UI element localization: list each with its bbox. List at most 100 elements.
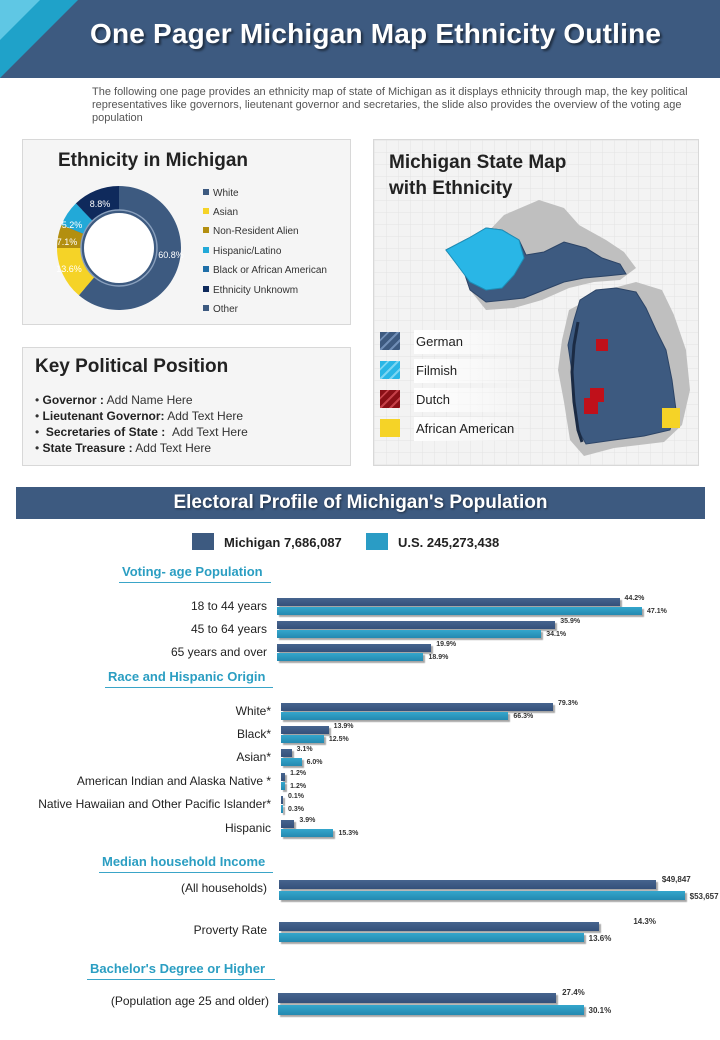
legend-swatch [203,305,209,311]
bar-michigan [281,726,329,734]
swatch-dutch [380,390,400,408]
donut-inner-ring [80,209,158,287]
legend-item-hispanic: Hispanic/Latino [203,246,281,257]
section-bachelor: Bachelor's Degree or Higher [90,961,266,976]
map-card: Michigan State Map with Ethnicity German… [373,139,699,466]
page-title: One Pager Michigan Map Ethnicity Outline [90,18,662,49]
bar-us [281,735,324,743]
bar-value-us: 12.5% [328,736,349,743]
map-marker-african-american [662,408,680,428]
donut-label-white: 60.8% [158,250,184,260]
bar-row-label: Native Hawaiian and Other Pacific Island… [38,797,271,811]
political-title: Key Political Position [35,356,229,377]
legend-swatch-us [366,533,388,550]
section-underline [99,872,273,873]
bar-value-michigan: 13.9% [333,723,354,730]
bar-us [277,607,643,615]
bar-value-us: 15.3% [338,830,359,837]
legend-item-white: White [203,188,239,199]
bar-us [281,805,283,813]
political-item: • Lieutenant Governor: Add Text Here [35,409,244,423]
political-list: • Governor : Add Name Here • Lieutenant … [35,392,248,456]
bar-row-label: American Indian and Alaska Native * [76,774,271,788]
header-accent-triangle-light [0,0,40,40]
section-underline [105,687,273,688]
bar-value-michigan: 35.9% [560,618,581,625]
bar-michigan [277,621,556,629]
bar-value-michigan: 1.2% [290,770,307,777]
bar-row-label: White* [235,704,271,718]
section-underline [87,979,275,980]
legend-swatch [203,247,209,253]
bar-michigan [278,993,557,1003]
bar-value-us: 66.3% [513,713,534,720]
legend-item-unknown: Ethnicity Unknowm [203,285,298,296]
map-marker-dutch [596,339,608,351]
legend-swatch-michigan [192,533,214,550]
ethnicity-legend: White Asian Non-Resident Alien Hispanic/… [203,188,349,318]
donut-slice-nra [57,225,84,248]
donut-label-nra: 7.1% [57,237,78,247]
bar-michigan [279,880,656,889]
bar-row-label: 18 to 44 years [190,599,267,613]
map-title: Michigan State Map with Ethnicity [389,152,567,199]
political-item: • Secretaries of State : Add Text Here [35,425,248,439]
legend-item-nra: Non-Resident Alien [203,226,299,237]
ethnicity-card: Ethnicity in Michigan 60.8% 13.6% 7.1% 5… [22,139,351,325]
legend-swatch [203,189,209,195]
bar-michigan [277,644,432,652]
bar-row-label: (All households) [180,881,267,895]
bar-us [277,630,542,638]
political-card: Key Political Position • Governor : Add … [22,347,351,466]
bar-value-michigan: 3.9% [299,817,316,824]
legend-swatch [203,286,209,292]
bar-row-label: Hispanic [224,821,271,835]
header-bar [0,0,720,78]
donut-slice-asian [56,248,95,296]
legend-swatch [203,266,209,272]
bar-us [281,712,509,720]
donut-label-hispanic: 5.2% [62,220,83,230]
bar-michigan [277,598,620,606]
bar-us [279,933,584,942]
bar-michigan [281,796,283,804]
section-race: Race and Hispanic Origin [108,669,266,684]
bar-us [281,829,334,837]
bar-michigan [281,773,286,781]
bar-value-us: 6.0% [306,759,323,766]
bar-value-michigan: 14.3% [633,917,656,926]
bar-row-label: Proverty Rate [193,923,267,937]
bar-value-michigan: $49,847 [661,875,691,884]
bar-value-us: $53,657 [689,892,719,901]
bar-value-michigan: 27.4% [562,988,585,997]
bar-row-label: 65 years and over [170,645,267,659]
legend-item-other: Other [203,304,238,315]
bar-value-michigan: 0.1% [288,793,304,800]
map-west-coast-outline [570,321,584,443]
donut-label-asian: 13.6% [56,264,82,274]
bar-value-us: 18.9% [428,654,449,661]
bar-value-us: 34.1% [546,631,567,638]
legend-item-black: Black or African American [203,265,327,276]
donut-slice-hispanic [61,203,93,234]
donut-slice-unknown [75,186,119,221]
intro-text: The following one page provides an ethni… [92,86,688,124]
bar-value-michigan: 19.9% [436,641,457,648]
political-item: • Governor : Add Name Here [35,393,193,407]
bar-value-us: 0.3% [288,806,304,813]
swatch-filmish [380,361,400,379]
bar-michigan [279,922,600,931]
ethnicity-donut-chart: 60.8% 13.6% 7.1% 5.2% 8.8% [56,186,184,310]
bar-michigan [281,820,295,828]
section-voting: Voting- age Population [122,564,263,579]
donut-slice-white [78,186,181,310]
bar-value-us: 30.1% [588,1006,612,1015]
political-item: • State Treasure : Add Text Here [35,441,212,455]
legend-swatch [203,208,209,214]
bar-value-us: 47.1% [647,608,667,615]
map-marker-dutch [584,398,598,414]
map-legend: German Filmish Dutch African American [380,330,580,450]
bar-value-michigan: 44.2% [624,595,645,602]
swatch-african-american [380,419,400,437]
